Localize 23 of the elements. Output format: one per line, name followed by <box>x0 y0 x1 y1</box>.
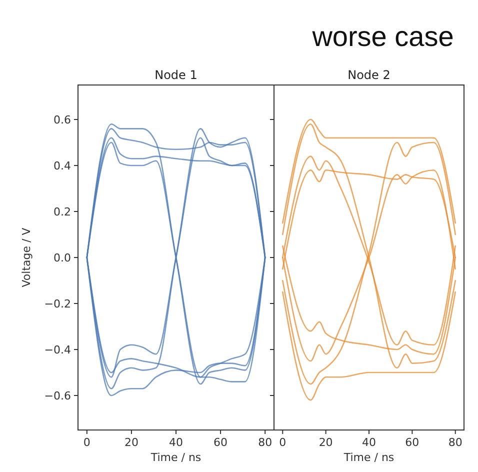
text: worse case <box>311 21 454 52</box>
x-tick-label: 20 <box>124 436 138 449</box>
x-axis-title: Time / ns <box>342 451 394 464</box>
x-tick-label: 40 <box>362 436 376 449</box>
x-tick-label: 40 <box>169 436 183 449</box>
x-axis-title: Time / ns <box>150 451 202 464</box>
x-tick-label: 80 <box>448 436 462 449</box>
x-tick-label: 0 <box>83 436 90 449</box>
x-tick-label: 60 <box>214 436 228 449</box>
y-axis-title: Voltage / V <box>20 227 33 288</box>
y-tick-label: 0.0 <box>54 251 71 264</box>
y-tick-label: −0.6 <box>44 389 71 402</box>
chart-title: Node 1 <box>154 68 198 82</box>
x-tick-label: 80 <box>258 436 272 449</box>
y-tick-label: 0.4 <box>54 159 71 172</box>
y-tick-label: −0.2 <box>44 297 71 310</box>
y-tick-label: 0.2 <box>54 205 71 218</box>
x-tick-label: 60 <box>405 436 420 449</box>
chart-title: Node 2 <box>348 68 390 82</box>
x-tick-label: 0 <box>279 436 286 449</box>
y-tick-label: 0.6 <box>54 113 71 126</box>
x-tick-label: 20 <box>318 436 333 449</box>
y-tick-label: −0.4 <box>44 343 71 356</box>
